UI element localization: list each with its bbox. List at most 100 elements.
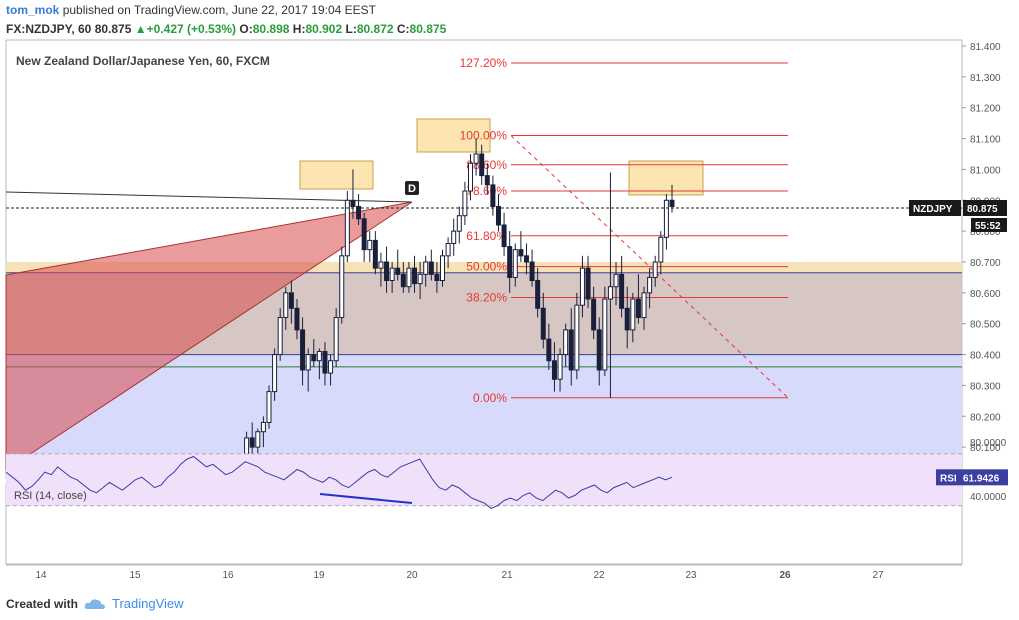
y-tick-label: 81.300 — [970, 73, 1001, 84]
fib-level-label: 0.00% — [473, 391, 507, 405]
candle-body — [372, 239, 378, 269]
published-text: published on TradingView.com, June 22, 2… — [62, 3, 377, 17]
candle-body — [619, 273, 625, 309]
tradingview-brand[interactable]: TradingView — [112, 596, 184, 611]
candle-body — [596, 329, 602, 371]
y-tick-label: 81.400 — [970, 42, 1001, 53]
candle-body — [529, 261, 535, 282]
rsi-line — [5, 455, 673, 509]
candle-body — [624, 307, 630, 331]
highlight-box — [299, 160, 374, 190]
last-price-tag — [963, 200, 1007, 216]
candle-body — [260, 421, 266, 433]
x-tick-label: 19 — [313, 570, 325, 581]
footer: Created with TradingView — [6, 596, 184, 611]
candle-body — [546, 338, 552, 362]
last-price-label: 80.875 — [94, 22, 132, 36]
resistance-band — [6, 262, 962, 273]
candle-body — [445, 242, 451, 257]
candle-body — [507, 246, 513, 278]
candle-body — [467, 162, 473, 192]
last-price-tag-label: 80.875 — [967, 204, 998, 215]
x-tick-label: 21 — [501, 570, 513, 581]
rsi-label: RSI (14, close) — [14, 490, 87, 502]
pattern-point-d-label: D — [408, 183, 416, 195]
candle-body — [440, 255, 446, 282]
pattern-point-d-badge — [405, 181, 419, 195]
candle-body — [479, 153, 485, 177]
y-tick-label: 80.300 — [970, 381, 1001, 392]
candle-body — [585, 267, 591, 300]
author-link[interactable]: tom_mok — [6, 3, 60, 17]
symbol-tag-label: NZDJPY — [913, 204, 953, 215]
created-with-label: Created with — [6, 596, 79, 611]
candle-body — [602, 298, 608, 371]
candle-body — [428, 261, 434, 275]
fib-level-label: 61.80% — [466, 229, 507, 243]
x-tick-label: 23 — [685, 570, 697, 581]
candle-body — [523, 255, 529, 263]
candle-body — [384, 261, 390, 282]
rsi-tick-label: 80.0000 — [970, 438, 1007, 449]
candle-body — [395, 267, 401, 275]
candle-body — [255, 431, 261, 448]
y-tick-label: 81.000 — [970, 165, 1001, 176]
x-tick-label: 22 — [593, 570, 605, 581]
candle-body — [579, 267, 585, 306]
candle-body — [484, 175, 490, 186]
candle-body — [400, 273, 406, 288]
candle-body — [456, 215, 462, 232]
pattern-line — [5, 191, 413, 203]
publish-line: tom_mok published on TradingView.com, Ju… — [6, 3, 376, 17]
x-tick-label: 20 — [406, 570, 418, 581]
candle-body — [266, 391, 272, 423]
high-value: 80.902 — [305, 22, 343, 36]
candle-body — [406, 267, 412, 288]
candle-body — [658, 236, 664, 263]
candle-body — [272, 354, 278, 393]
candle-body — [333, 317, 339, 362]
y-tick-label: 80.800 — [970, 227, 1001, 238]
candle-body — [434, 273, 440, 282]
candle-body — [512, 249, 518, 278]
candle-body — [641, 292, 647, 319]
x-tick-label: 15 — [129, 570, 141, 581]
candle-body — [518, 249, 524, 257]
candle-body — [647, 276, 653, 294]
rsi-value-tag-value: 61.9426 — [963, 473, 1000, 484]
candle-body — [322, 350, 328, 374]
candle-body — [669, 199, 675, 207]
rsi-tick-label: 40.0000 — [970, 492, 1007, 503]
y-tick-label: 81.100 — [970, 135, 1001, 146]
countdown-tag — [971, 218, 1007, 232]
y-tick-label: 80.600 — [970, 289, 1001, 300]
y-tick-label: 80.500 — [970, 320, 1001, 331]
highlight-box — [416, 118, 491, 153]
fib-level-label: 50.00% — [466, 260, 507, 274]
cloud-logo-icon — [84, 598, 106, 609]
candle-body — [551, 360, 557, 380]
candle-body — [630, 298, 636, 331]
candle-body — [663, 199, 669, 238]
candle-body — [652, 261, 658, 278]
x-tick-label: 16 — [222, 570, 234, 581]
candle-body — [283, 292, 289, 319]
fib-level-label: 38.20% — [466, 290, 507, 304]
x-tick-label: 26 — [779, 570, 791, 581]
x-tick-label: 14 — [35, 570, 47, 581]
rsi-value-tag — [936, 469, 1008, 486]
candle-body — [563, 329, 569, 356]
rsi-divergence-line — [319, 493, 413, 504]
fib-level-label: 127.20% — [460, 56, 508, 70]
candle-body — [635, 298, 641, 319]
candle-body — [607, 286, 613, 300]
candle-body — [300, 329, 306, 371]
rsi-band — [6, 453, 962, 506]
candle-body — [501, 224, 507, 248]
candle-body — [417, 273, 423, 285]
candle-body — [249, 437, 255, 448]
candle-body — [557, 354, 563, 380]
y-tick-label: 80.100 — [970, 443, 1001, 454]
y-tick-label: 81.200 — [970, 104, 1001, 115]
